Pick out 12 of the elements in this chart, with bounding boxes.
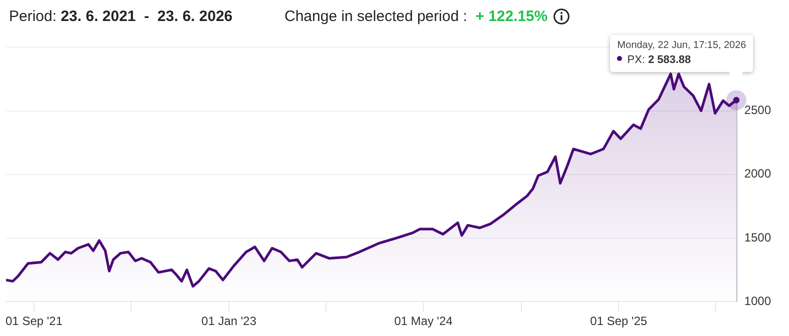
x-tick-label: 01 May '24 (394, 314, 453, 328)
chart-title: Period: 23. 6. 2021 - 23. 6. 2026 (9, 8, 232, 24)
y-tick-label: 1000 (744, 294, 772, 308)
x-tick-label: 01 Sep '21 (6, 314, 63, 328)
annotation: PX: 2 583.88 (626, 53, 692, 68)
x-tick-label: 01 Jan '23 (201, 314, 257, 328)
annotation: Monday, 22 Jun, 17:15, 2026 (617, 39, 746, 53)
y-tick-label: 1500 (744, 230, 772, 244)
y-tick-label: 2500 (744, 103, 772, 118)
y-tick-label: 2000 (744, 166, 772, 181)
chart-subtitle: Change in selected period : + 122.15% (284, 8, 548, 24)
x-tick-label: 01 Sep '25 (590, 314, 648, 328)
